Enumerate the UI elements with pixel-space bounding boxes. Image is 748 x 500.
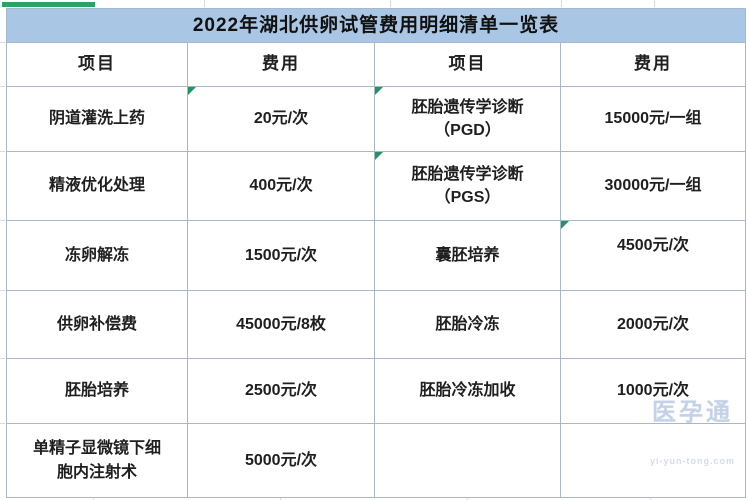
- gridline-stub: [204, 0, 205, 7]
- cell-fee-empty: 医孕通 yi-yun-tong.com: [561, 399, 746, 498]
- cell-item: 胚胎冷冻加收: [375, 359, 561, 424]
- green-flag-icon: [375, 87, 383, 95]
- cell-item-text: 胚胎遗传学诊断 （PGS）: [411, 165, 524, 206]
- cell-fee: 45000元/8枚: [188, 291, 375, 359]
- column-header-item-right: 项目: [375, 43, 561, 87]
- gridline-stub: [561, 0, 562, 7]
- cell-fee: 15000元/一组: [561, 87, 746, 152]
- cell-item: 胚胎培养: [7, 359, 188, 424]
- gridline-stub: [650, 497, 651, 500]
- cell-item: 胚胎遗传学诊断 （PGD）: [375, 87, 561, 152]
- column-header-fee-left: 费用: [188, 43, 375, 87]
- cell-item: 冻卵解冻: [7, 221, 188, 291]
- column-header-item-left: 项目: [7, 43, 188, 87]
- green-flag-icon: [188, 87, 196, 95]
- cell-item-text: 胚胎遗传学诊断 （PGD）: [411, 98, 524, 139]
- cell-fee: 1000元/次: [561, 359, 746, 424]
- cell-fee: 20元/次: [188, 87, 375, 152]
- gridline-stub: [0, 151, 5, 152]
- cell-fee: 400元/次: [188, 152, 375, 221]
- cell-item-empty: [375, 424, 561, 498]
- cell-fee: 1500元/次: [188, 221, 375, 291]
- gridline-stub: [0, 220, 5, 221]
- cell-item: 胚胎冷冻: [375, 291, 561, 359]
- gridline-stub: [0, 86, 5, 87]
- gridline-stub: [467, 497, 468, 500]
- green-flag-icon: [561, 221, 569, 229]
- cell-fee: 5000元/次: [188, 424, 375, 498]
- gridline-stub: [280, 497, 281, 500]
- cell-item: 阴道灌洗上药: [7, 87, 188, 152]
- cell-item: 囊胚培养: [375, 221, 561, 291]
- cost-table: 2022年湖北供卵试管费用明细清单一览表 项目 费用 项目 费用 阴道灌洗上药 …: [6, 8, 746, 498]
- watermark-domain: yi-yun-tong.com: [650, 455, 735, 466]
- gridline-stub: [390, 0, 391, 7]
- cell-item: 胚胎遗传学诊断 （PGS）: [375, 152, 561, 221]
- gridline-stub: [0, 290, 5, 291]
- column-header-fee-right: 费用: [561, 43, 746, 87]
- cell-item: 单精子显微镜下细 胞内注射术: [7, 424, 188, 498]
- table-title: 2022年湖北供卵试管费用明细清单一览表: [7, 9, 746, 43]
- gridline-stub: [654, 0, 655, 7]
- cell-item: 精液优化处理: [7, 152, 188, 221]
- cell-fee-text: 4500元/次: [616, 237, 690, 254]
- cell-fee: 30000元/一组: [561, 152, 746, 221]
- cell-fee-text: 20元/次: [253, 110, 309, 128]
- cell-item: 供卵补偿费: [7, 291, 188, 359]
- cell-fee: 4500元/次: [561, 221, 746, 291]
- gridline-stub: [0, 423, 5, 424]
- green-top-strip: [2, 2, 95, 7]
- gridline-stub: [93, 497, 94, 500]
- gridline-stub: [0, 358, 5, 359]
- gridline-stub: [0, 42, 5, 43]
- cell-fee: 2500元/次: [188, 359, 375, 424]
- cell-fee: 2000元/次: [561, 291, 746, 359]
- green-flag-icon: [375, 152, 383, 160]
